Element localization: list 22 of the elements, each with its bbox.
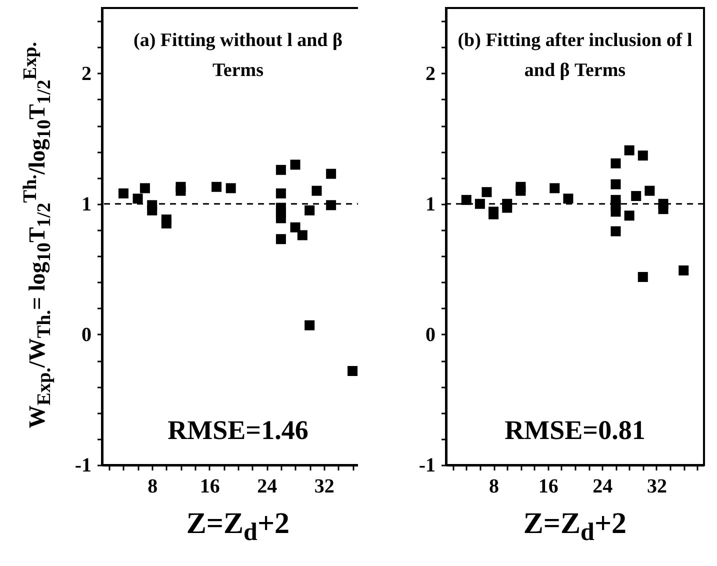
text: (a) Fitting without l and β Terms <box>132 29 344 83</box>
x-tick-label: 8 <box>148 476 158 498</box>
annotation: RMSE=0.81 <box>504 415 646 446</box>
y-tick-label: 0 <box>82 324 92 346</box>
y-tick-label: 1 <box>82 193 92 216</box>
text: (b) Fitting after inclusion of l and β Terms <box>456 29 694 83</box>
y-tick-label: 1 <box>426 193 436 216</box>
x-tick-label: 8 <box>489 476 500 498</box>
annotation: RMSE=1.46 <box>166 415 310 446</box>
y-tick-label: 2 <box>426 62 436 85</box>
x-axis-title: Z=Z$_{d}$+2 <box>185 507 291 547</box>
y-tick-label: -1 <box>418 454 436 476</box>
x-tick-label: 16 <box>538 476 558 498</box>
x-axis-title: Z=Z$_{d}$+2 <box>522 507 628 547</box>
x-tick-label: 32 <box>646 476 667 498</box>
y-tick-label: 2 <box>82 62 92 85</box>
x-tick-label: 24 <box>257 476 278 498</box>
y-tick-label: -1 <box>74 454 92 476</box>
x-tick-label: 32 <box>314 476 334 498</box>
x-tick-label: 16 <box>200 476 220 498</box>
x-tick-label: 24 <box>592 476 613 498</box>
y-tick-label: 0 <box>426 324 436 346</box>
